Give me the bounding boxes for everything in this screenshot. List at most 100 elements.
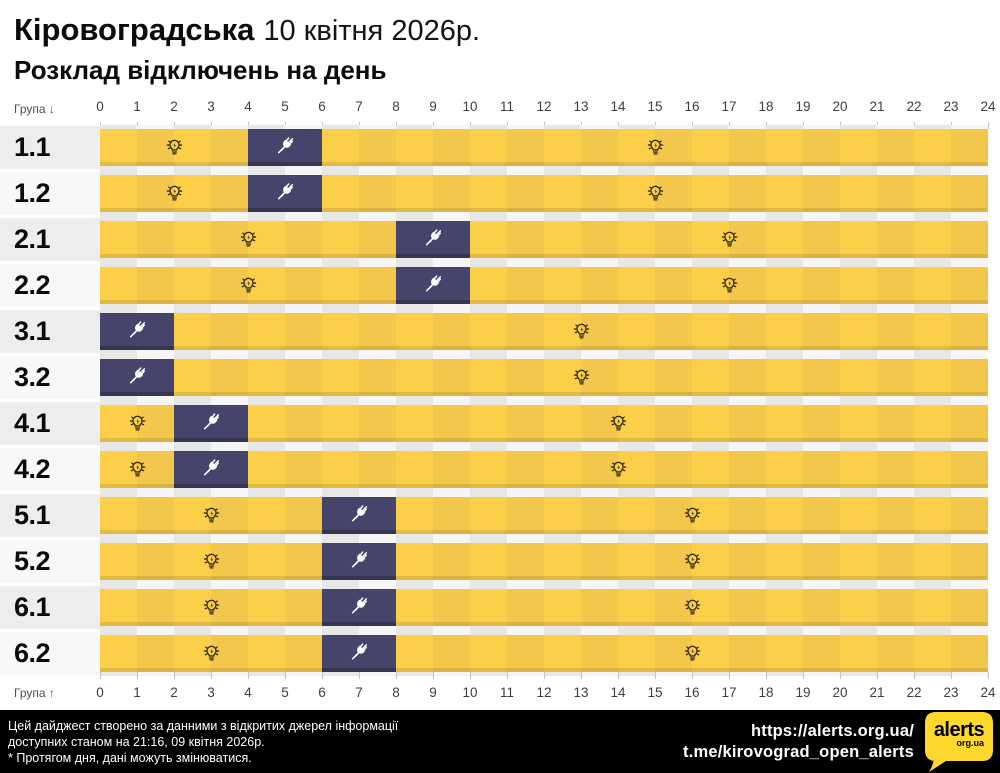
hour-tick-label: 16 [684, 685, 700, 700]
hour-ticks-top: 0 1 2 3 4 5 6 7 8 9 10 11 12 13 14 15 16 17 18 19 20 21 22 23 24 [96, 95, 996, 129]
hour-tick-label: 8 [392, 685, 400, 700]
schedule-row: 1.1 [0, 126, 1000, 169]
group-label: 2.1 [14, 224, 51, 254]
schedule-row: 3.2 [0, 356, 1000, 399]
hour-tick-label: 18 [758, 685, 774, 700]
hour-tick-mark [581, 672, 582, 679]
hour-tick-label: 7 [355, 99, 363, 114]
hour-tick-label: 20 [832, 685, 848, 700]
hour-tick-label: 10 [462, 99, 478, 114]
hour-tick-label: 5 [281, 99, 289, 114]
hour-tick-label: 12 [536, 99, 552, 114]
power-timeline [100, 267, 988, 304]
hour-tick-label: 15 [647, 99, 663, 114]
group-label: 5.2 [14, 546, 51, 576]
hour-tick-label: 6 [318, 99, 326, 114]
power-timeline [100, 129, 988, 166]
power-off-icon [349, 641, 370, 667]
schedule-date: 10 квітня 2026р. [263, 15, 481, 47]
power-off-icon [423, 273, 444, 299]
hour-tick-label: 4 [244, 99, 252, 114]
hour-tick-mark [248, 672, 249, 679]
group-label-cell: 2.1 [0, 218, 100, 261]
lamp-icon [719, 229, 740, 250]
hour-tick-mark [137, 672, 138, 679]
disclaimer-text: Цей дайджест створено за данними з відкр… [8, 718, 683, 766]
hour-tick-mark [803, 672, 804, 679]
lamp-icon [682, 597, 703, 618]
hour-tick-label: 0 [96, 99, 104, 114]
logo-subtitle: org.ua [956, 737, 984, 748]
group-label-cell: 5.1 [0, 494, 100, 537]
outage-segment [248, 129, 322, 166]
schedule-rows: 1.1 1.2 2.1 2.2 3.1 3.2 4.1 4.2 5.1 5.2 6.1 6.2 [0, 126, 1000, 675]
hour-tick-label: 16 [684, 99, 700, 114]
hour-tick-label: 19 [795, 99, 811, 114]
group-label: 6.1 [14, 592, 51, 622]
group-axis-label-bottom: Група ↑ [14, 686, 55, 700]
schedule-row: 2.1 [0, 218, 1000, 261]
hour-tick-mark [840, 672, 841, 679]
group-label: 3.1 [14, 316, 51, 346]
telegram-link[interactable]: t.me/kirovograd_open_alerts [683, 742, 914, 761]
lamp-icon [645, 137, 666, 158]
lamp-icon [201, 643, 222, 664]
power-timeline [100, 359, 988, 396]
hour-tick-mark [655, 672, 656, 679]
page-subtitle: Розклад відключень на день [14, 55, 387, 85]
power-off-icon [127, 319, 148, 345]
website-link[interactable]: https://alerts.org.ua/ [750, 721, 914, 740]
lamp-icon [201, 551, 222, 572]
hour-tick-mark [618, 672, 619, 679]
schedule-row: 3.1 [0, 310, 1000, 353]
power-timeline [100, 543, 988, 580]
schedule-row: 5.1 [0, 494, 1000, 537]
hour-tick-mark [211, 672, 212, 679]
hour-tick-mark [951, 672, 952, 679]
hour-tick-label: 6 [318, 685, 326, 700]
hour-tick-mark [914, 672, 915, 679]
group-label: 3.2 [14, 362, 51, 392]
outage-segment [248, 175, 322, 212]
lamp-icon [201, 597, 222, 618]
power-off-icon [349, 549, 370, 575]
outage-segment [100, 313, 174, 350]
hour-tick-label: 15 [647, 685, 663, 700]
footer: Цей дайджест створено за данними з відкр… [0, 710, 1000, 773]
power-off-icon [201, 411, 222, 437]
hour-tick-mark [285, 672, 286, 679]
hour-tick-mark [100, 672, 101, 679]
group-label-cell: 3.1 [0, 310, 100, 353]
hour-tick-mark [988, 672, 989, 679]
hour-tick-label: 14 [610, 685, 626, 700]
lamp-icon [645, 183, 666, 204]
power-timeline [100, 313, 988, 350]
group-label-cell: 1.1 [0, 126, 100, 169]
hour-tick-label: 20 [832, 99, 848, 114]
power-off-icon [275, 181, 296, 207]
hour-tick-mark [766, 672, 767, 679]
power-timeline [100, 589, 988, 626]
hours-axis-bottom: Група ↑ 0 1 2 3 4 5 6 7 8 9 10 11 12 13 14 15 16 17 18 19 20… [0, 672, 1000, 710]
lamp-icon [571, 321, 592, 342]
outage-segment [396, 221, 470, 258]
hour-tick-mark [692, 672, 693, 679]
group-label: 5.1 [14, 500, 51, 530]
group-label-cell: 6.1 [0, 586, 100, 629]
disclaimer-line-1: Цей дайджест створено за данними з відкр… [8, 718, 399, 733]
outage-segment [174, 405, 248, 442]
hour-tick-label: 24 [980, 685, 996, 700]
power-timeline [100, 635, 988, 672]
hour-tick-label: 10 [462, 685, 478, 700]
header: Кіровоградська 10 квітня 2026р. Розклад в… [0, 0, 1000, 95]
hour-tick-label: 18 [758, 99, 774, 114]
hour-tick-label: 3 [207, 685, 215, 700]
power-off-icon [201, 457, 222, 483]
power-timeline [100, 405, 988, 442]
group-label: 1.2 [14, 178, 51, 208]
schedule-row: 4.1 [0, 402, 1000, 445]
hour-tick-label: 12 [536, 685, 552, 700]
lamp-icon [719, 275, 740, 296]
lamp-icon [238, 275, 259, 296]
group-label-cell: 2.2 [0, 264, 100, 307]
